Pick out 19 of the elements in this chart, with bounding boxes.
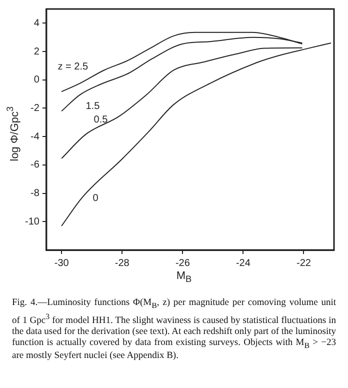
y-tick-label: 4 bbox=[34, 18, 40, 29]
x-axis-title: M$_{B}$ bbox=[175, 270, 193, 284]
x-tick-label: -24 bbox=[236, 258, 251, 269]
x-tick-label: -28 bbox=[114, 258, 130, 269]
y-tick-label: -6 bbox=[30, 160, 40, 171]
series-label: z = 2.5 bbox=[58, 61, 88, 72]
series-label: 1.5 bbox=[86, 100, 100, 112]
y-tick-label: -2 bbox=[30, 102, 40, 114]
x-tick-label: -22 bbox=[296, 258, 312, 269]
y-tick-label: -10 bbox=[25, 216, 40, 228]
y-tick-label: -4 bbox=[30, 131, 40, 142]
x-tick-label: -26 bbox=[175, 258, 190, 269]
y-tick-label: 2 bbox=[34, 46, 40, 58]
y-tick-label: -8 bbox=[30, 188, 40, 200]
series-label: 0.5 bbox=[94, 114, 108, 126]
x-tick-label: -30 bbox=[54, 258, 70, 269]
y-tick-label: 0 bbox=[34, 74, 40, 86]
series-label: 0 bbox=[92, 192, 99, 204]
text: Fig. 4.—Luminosity functions Φ(M$_{B}$, z) per magnitude per comoving volume unit of 1 Gpc$^{3}$ for model HH1. The slight waviness is caused by statistical fluctuations in the data used for the derivation (see text). At each redshift only part of the luminosity function is actually covered by data from existing surveys. Objects with M$_{B}$ > −23 are mostly Seyfert nuclei (see Appendix B). bbox=[12, 298, 336, 361]
